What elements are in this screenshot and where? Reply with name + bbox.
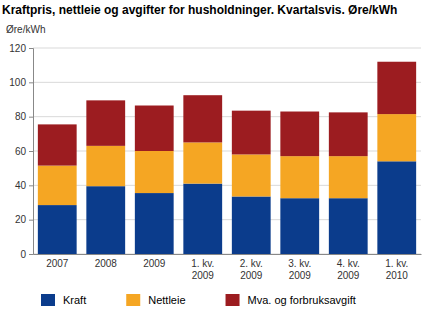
- legend-item: Mva. og forbruksavgift: [226, 294, 356, 306]
- bar: [280, 198, 319, 254]
- bar: [232, 154, 271, 196]
- legend-label: Nettleie: [148, 294, 185, 306]
- bar: [329, 112, 368, 156]
- y-axis: 0 20 40 60 80 100 120: [9, 43, 33, 260]
- y-tick: 60: [15, 146, 33, 157]
- bar: [377, 62, 416, 114]
- bar: [135, 106, 174, 151]
- bar: [86, 146, 125, 186]
- x-tick: 1. kv.2010: [385, 254, 408, 281]
- bar: [183, 184, 222, 254]
- y-tick-label: 80: [15, 111, 27, 122]
- plot: 0 20 40 60 80 100 120 2007 2008 2009 1. kv.2009 2. …: [9, 43, 421, 281]
- y-axis-title: Øre/kWh: [6, 24, 45, 35]
- legend-swatch: [41, 294, 55, 306]
- legend: Kraft Nettleie Mva. og forbruksavgift: [41, 294, 356, 306]
- bar: [38, 166, 77, 205]
- x-tick: 2007: [46, 254, 69, 269]
- y-tick-label: 20: [15, 214, 27, 225]
- y-tick-label: 40: [15, 180, 27, 191]
- y-tick: 100: [9, 77, 33, 88]
- bars: [38, 62, 416, 254]
- y-tick-label: 100: [9, 77, 26, 88]
- legend-item: Kraft: [41, 294, 86, 306]
- legend-label: Kraft: [63, 294, 86, 306]
- y-tick-mark: [29, 151, 33, 152]
- x-tick-label: 2009: [143, 258, 166, 269]
- legend-item: Nettleie: [126, 294, 185, 306]
- series: [38, 62, 416, 166]
- y-tick: 120: [9, 43, 33, 54]
- bar: [280, 156, 319, 198]
- y-tick: 40: [15, 180, 33, 191]
- chart: Kraftpris, nettleie og avgifter for hush…: [0, 0, 426, 326]
- bar: [377, 114, 416, 161]
- y-tick-label: 120: [9, 43, 26, 54]
- bar: [232, 111, 271, 155]
- bar: [280, 112, 319, 157]
- grid-line: [33, 48, 421, 49]
- bar: [232, 196, 271, 254]
- bar: [329, 156, 368, 198]
- y-tick-mark: [29, 48, 33, 49]
- bar: [183, 95, 222, 142]
- y-tick: 80: [15, 111, 33, 122]
- grid-line: [33, 82, 421, 83]
- y-tick-mark: [29, 220, 33, 221]
- y-tick-mark: [29, 117, 33, 118]
- legend-label: Mva. og forbruksavgift: [248, 294, 356, 306]
- y-tick-label: 60: [15, 146, 27, 157]
- x-axis-line: [34, 254, 422, 255]
- title: Kraftpris, nettleie og avgifter for hush…: [2, 3, 397, 17]
- bar: [377, 161, 416, 254]
- x-tick-label: 4. kv.2009: [337, 258, 360, 281]
- y-tick: 0: [20, 249, 33, 260]
- x-tick-label: 3. kv.2009: [288, 258, 311, 281]
- x-tick: 3. kv.2009: [288, 254, 311, 281]
- x-tick-label: 1. kv.2010: [385, 258, 408, 281]
- y-tick-label: 0: [20, 249, 26, 260]
- bar: [86, 100, 125, 145]
- x-tick: 1. kv.2009: [191, 254, 214, 281]
- y-tick-mark: [29, 82, 33, 83]
- x-tick: 4. kv.2009: [337, 254, 360, 281]
- x-tick-label: 2007: [46, 258, 69, 269]
- y-axis-line: [29, 49, 34, 255]
- bar: [86, 186, 125, 254]
- y-tick-mark: [29, 185, 33, 186]
- x-axis: 2007 2008 2009 1. kv.2009 2. kv.2009 3. kv.20…: [34, 254, 422, 281]
- x-tick: 2009: [143, 254, 166, 269]
- bar: [183, 142, 222, 183]
- legend-swatch: [126, 294, 140, 306]
- x-tick-label: 1. kv.2009: [191, 258, 214, 281]
- bar: [329, 198, 368, 254]
- legend-swatch: [226, 294, 240, 306]
- y-tick-mark: [29, 254, 33, 255]
- bar: [38, 124, 77, 165]
- bar: [135, 151, 174, 193]
- y-tick: 20: [15, 214, 33, 225]
- x-tick: 2. kv.2009: [240, 254, 263, 281]
- bar: [135, 193, 174, 254]
- x-tick-label: 2008: [95, 258, 118, 269]
- x-tick-label: 2. kv.2009: [240, 258, 263, 281]
- bar: [38, 205, 77, 254]
- x-tick: 2008: [95, 254, 118, 269]
